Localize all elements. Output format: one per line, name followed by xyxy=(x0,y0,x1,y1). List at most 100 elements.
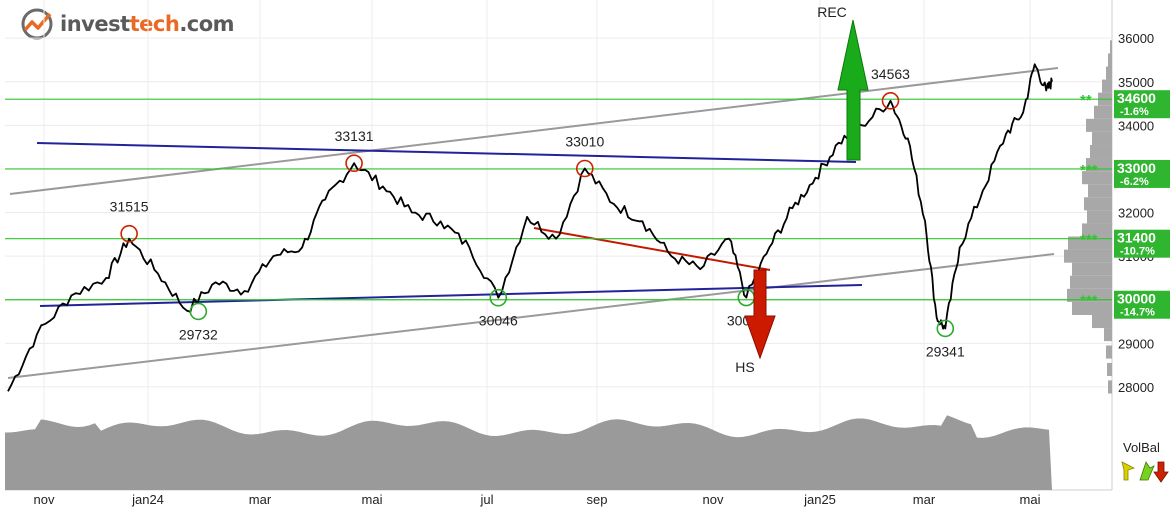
volbal-neutral-arrow-icon xyxy=(1121,461,1136,481)
volume-profile-bar xyxy=(1072,301,1112,315)
y-tick-label: 35000 xyxy=(1118,75,1154,90)
volume-profile-bar xyxy=(1102,79,1112,93)
y-tick-label: 28000 xyxy=(1118,380,1154,395)
x-tick-label: jul xyxy=(479,492,493,507)
x-tick-label: jan25 xyxy=(803,492,836,507)
y-tick-label: 34000 xyxy=(1118,118,1154,133)
x-tick-label: mai xyxy=(362,492,383,507)
volume-area xyxy=(5,415,1052,490)
support-resistance-lines xyxy=(5,98,1112,301)
hs-down-arrow xyxy=(744,269,776,360)
volume-profile-bar xyxy=(1086,118,1112,132)
pivot-circle xyxy=(189,302,208,321)
pivot-label: 30046 xyxy=(479,313,518,329)
price-line xyxy=(7,63,1053,392)
volume-profile-bar xyxy=(1068,236,1112,250)
pivot-label: 29732 xyxy=(179,326,218,342)
volume-profile-bar xyxy=(1064,249,1112,263)
brand-part1: invest xyxy=(60,12,130,36)
volume-profile-bar xyxy=(1110,40,1112,54)
level-pct: -14.7% xyxy=(1120,307,1155,319)
pivot-circle xyxy=(881,92,900,110)
price-line-layer xyxy=(7,63,1053,392)
pivot-label: 29341 xyxy=(926,343,965,359)
volume-profile-bar xyxy=(1070,275,1112,289)
volbal-down-arrow-icon xyxy=(1153,461,1169,483)
level-box xyxy=(1114,90,1170,119)
volume-profile-bar xyxy=(1090,144,1112,159)
trend-lines xyxy=(7,67,1059,379)
volume-profile-bar xyxy=(1107,362,1112,377)
level-pct: -6.2% xyxy=(1120,176,1149,188)
signal-arrows: REC HS xyxy=(735,4,869,375)
rec-signal-label: REC xyxy=(817,4,847,20)
volume-profile-bar xyxy=(1072,262,1112,276)
volume-profile-bar xyxy=(1106,345,1112,359)
pivot-circle xyxy=(575,159,594,178)
pivot-circle xyxy=(345,154,363,173)
neckline-bottom xyxy=(39,284,863,307)
x-tick-label: mar xyxy=(913,492,936,507)
level-stars: *** xyxy=(1080,162,1098,179)
volume-profile-bar xyxy=(1087,210,1112,224)
x-tick-label: nov xyxy=(34,492,55,507)
volume-profile-bar xyxy=(1067,288,1112,302)
volume-profile-bar xyxy=(1092,131,1112,145)
x-tick-label: mar xyxy=(249,492,272,507)
volbal-label: VolBal xyxy=(1123,440,1160,455)
volume-profile xyxy=(1064,40,1112,394)
volume-profile-bar xyxy=(1082,171,1112,185)
pivot-label: 33010 xyxy=(565,134,604,150)
brand-logo: invest tech .com xyxy=(20,8,235,40)
level-stars: ** xyxy=(1080,92,1092,109)
neckline-top xyxy=(36,142,857,163)
volume-balance-area xyxy=(5,415,1052,490)
upper-trend-channel xyxy=(9,67,1059,195)
grid-layer xyxy=(5,0,1113,491)
x-tick-label: sep xyxy=(587,492,608,507)
axis-layer: 2800029000300003100032000330003400035000… xyxy=(34,31,1155,507)
level-value: 33000 xyxy=(1117,160,1156,176)
y-tick-label: 29000 xyxy=(1118,336,1154,351)
level-value: 31400 xyxy=(1117,230,1156,246)
lower-trend-channel xyxy=(7,253,1055,379)
volume-profile-bar xyxy=(1106,66,1112,80)
x-tick-label: nov xyxy=(703,492,724,507)
hs-neckline xyxy=(533,227,771,271)
pivot-circle xyxy=(936,319,955,338)
volume-profile-bar xyxy=(1104,328,1112,342)
level-stars: *** xyxy=(1080,232,1098,249)
pivot-circle xyxy=(120,224,138,243)
hs-signal-label: HS xyxy=(735,359,754,375)
level-labels: ** 34600-1.6% *** 33000-6.2% *** 31400-10.7% *… xyxy=(1080,90,1170,319)
volbal-indicator: VolBal xyxy=(1121,440,1169,483)
brand-part2: tech xyxy=(129,12,180,36)
volume-profile-bar xyxy=(1086,158,1112,172)
volume-profile-bar xyxy=(1082,223,1112,237)
level-box xyxy=(1114,290,1170,319)
level-box xyxy=(1114,159,1170,188)
volume-profile-bar xyxy=(1108,53,1112,67)
volume-profile-bar xyxy=(1108,380,1112,394)
volbal-up-arrow-icon xyxy=(1139,461,1155,481)
brand-part3: .com xyxy=(179,12,235,36)
volume-profile-bar xyxy=(1094,105,1112,119)
level-value: 34600 xyxy=(1117,90,1156,106)
volume-profile-bar xyxy=(1092,314,1112,329)
level-box xyxy=(1114,229,1170,258)
level-pct: -10.7% xyxy=(1120,246,1155,258)
x-tick-label: mai xyxy=(1020,492,1041,507)
y-tick-label: 36000 xyxy=(1118,31,1154,46)
volume-profile-bar xyxy=(1084,197,1112,211)
level-stars: *** xyxy=(1080,293,1098,310)
pivot-label: 33131 xyxy=(335,128,374,144)
level-pct: -1.6% xyxy=(1120,106,1149,118)
pivot-label: 31515 xyxy=(110,199,149,215)
pivot-circle xyxy=(489,288,508,307)
level-value: 30000 xyxy=(1117,291,1156,307)
pivot-label: 34563 xyxy=(871,66,910,82)
x-tick-label: jan24 xyxy=(131,492,164,507)
volume-profile-bar xyxy=(1088,184,1112,198)
rec-up-arrow xyxy=(837,19,869,161)
